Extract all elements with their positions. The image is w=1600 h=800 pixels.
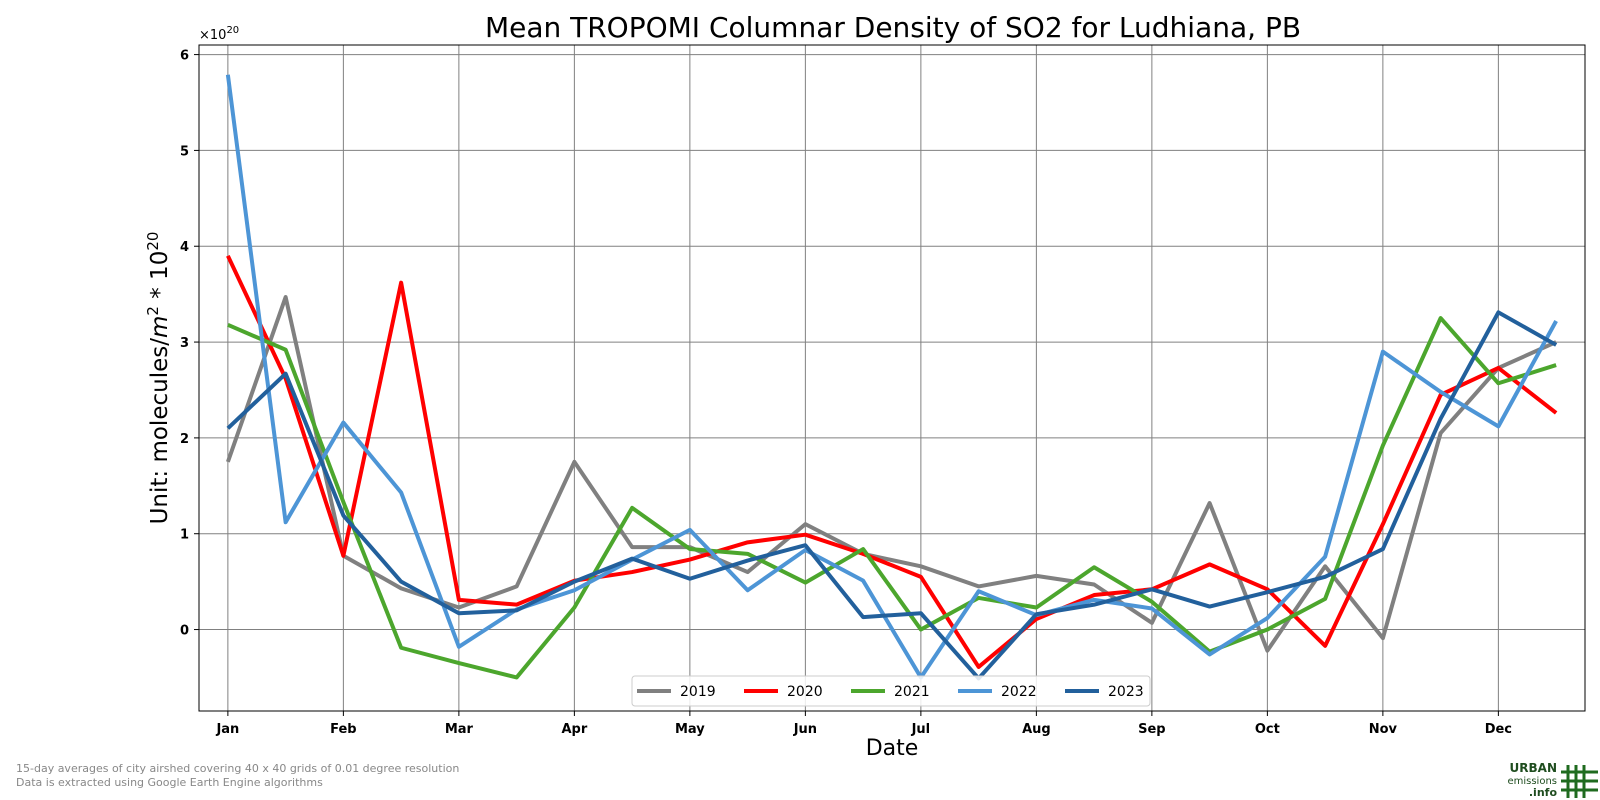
y-tick-label: 2: [180, 432, 189, 447]
y-label-m: m: [147, 316, 173, 338]
x-tick-label: Aug: [1022, 722, 1051, 737]
y-tick-label: 3: [180, 336, 189, 351]
x-tick-label: Feb: [330, 722, 356, 737]
legend-label-2020: 2020: [787, 684, 823, 700]
logo-line-1: URBAN: [1510, 761, 1557, 775]
series-lines: [225, 74, 1558, 681]
legend: 2019 2020 2021 2022 2023: [631, 675, 1151, 707]
x-tick-label: Nov: [1369, 722, 1398, 737]
logo-line-3: .info: [1529, 786, 1558, 799]
y-axis-ticks: 0 1 2 3 4 5 6: [180, 49, 199, 639]
y-offset-label: ×1020: [199, 25, 239, 43]
y-tick-label: 1: [180, 528, 189, 543]
x-tick-label: Oct: [1255, 722, 1280, 737]
y-label-sup: 20: [144, 232, 162, 251]
legend-label-2022: 2022: [1001, 684, 1037, 700]
x-axis-ticks: Jan Feb Mar Apr May Jun Jul Aug Sep Oct Nov Dec: [215, 711, 1512, 737]
y-offset-exp: 20: [226, 25, 239, 36]
y-tick-label: 6: [180, 49, 189, 64]
series-line-2022: [225, 74, 1558, 680]
x-tick-label: Jul: [911, 722, 931, 737]
urban-emissions-logo: URBAN emissions .info: [1507, 761, 1598, 799]
y-tick-label: 5: [180, 144, 189, 159]
series-line-2020: [226, 254, 1558, 669]
x-tick-label: Dec: [1485, 722, 1512, 737]
x-axis-label: Date: [866, 736, 919, 761]
y-axis-label: Unit: molecules/m2 * 1020: [144, 232, 173, 525]
logo-line-2: emissions: [1507, 776, 1557, 787]
y-label-mid: * 10: [147, 251, 173, 306]
y-tick-label: 0: [180, 624, 189, 639]
legend-box: [631, 675, 1151, 707]
chart-title: Mean TROPOMI Columnar Density of SO2 for…: [485, 11, 1301, 44]
plot-frame: [198, 44, 1586, 712]
x-tick-label: Apr: [561, 722, 587, 737]
legend-label-2021: 2021: [894, 684, 930, 700]
x-tick-label: Sep: [1138, 722, 1166, 737]
legend-label-2023: 2023: [1108, 684, 1144, 700]
grid-lines: [199, 45, 1585, 711]
y-label-prefix: Unit: molecules/: [147, 338, 173, 525]
footer-note-2: Data is extracted using Google Earth Eng…: [16, 776, 323, 789]
x-tick-label: Jun: [793, 722, 817, 737]
legend-label-2019: 2019: [680, 684, 716, 700]
y-tick-label: 4: [180, 240, 189, 255]
y-label-m-sup: 2: [144, 306, 162, 316]
x-tick-label: May: [675, 722, 705, 737]
x-tick-label: Mar: [445, 722, 474, 737]
y-offset-base: ×10: [199, 28, 226, 43]
series-line-2023: [226, 310, 1558, 681]
grid-logo-icon: [1561, 765, 1598, 798]
footer-note-1: 15-day averages of city airshed covering…: [16, 762, 459, 775]
x-tick-label: Jan: [215, 722, 239, 737]
